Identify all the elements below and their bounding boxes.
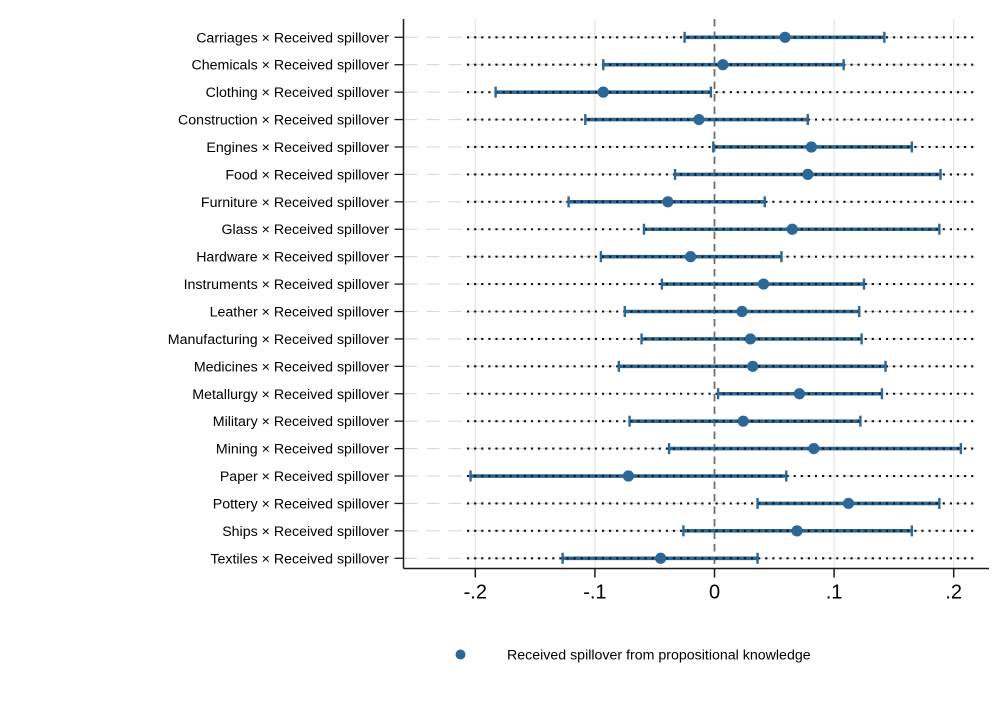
category-label: Instruments × Received spillover xyxy=(184,277,390,293)
category-label: Clothing × Received spillover xyxy=(206,85,390,101)
point-estimate-marker xyxy=(717,59,729,71)
point-estimate-marker xyxy=(747,360,759,372)
x-tick-label: 0 xyxy=(709,582,720,604)
point-estimate-marker xyxy=(744,333,756,345)
category-label: Paper × Received spillover xyxy=(220,469,389,485)
legend-marker-icon xyxy=(455,649,466,660)
x-tick-label: .1 xyxy=(826,582,843,604)
point-estimate-marker xyxy=(655,552,667,564)
point-estimate-marker xyxy=(805,141,817,153)
category-label: Furniture × Received spillover xyxy=(201,195,389,211)
category-label: Pottery × Received spillover xyxy=(213,496,390,512)
point-estimate-marker xyxy=(622,470,634,482)
category-label: Metallurgy × Received spillover xyxy=(192,387,389,403)
category-label: Medicines × Received spillover xyxy=(194,359,389,375)
legend: Received spillover from propositional kn… xyxy=(455,648,811,664)
category-label: Chemicals × Received spillover xyxy=(191,58,389,74)
category-label: Glass × Received spillover xyxy=(221,222,389,238)
category-label: Manufacturing × Received spillover xyxy=(168,332,389,348)
category-label: Hardware × Received spillover xyxy=(196,250,389,266)
category-label: Mining × Received spillover xyxy=(216,442,389,458)
point-estimate-marker xyxy=(736,305,748,318)
legend-label: Received spillover from propositional kn… xyxy=(507,648,811,664)
x-tick-label: .2 xyxy=(945,582,962,604)
point-estimate-marker xyxy=(693,113,705,126)
point-estimate-marker xyxy=(737,415,749,427)
point-estimate-marker xyxy=(786,223,798,235)
category-label: Food × Received spillover xyxy=(225,167,389,183)
category-label: Construction × Received spillover xyxy=(178,113,389,129)
category-label: Military × Received spillover xyxy=(213,414,389,430)
category-label: Carriages × Received spillover xyxy=(196,30,389,46)
point-estimate-marker xyxy=(793,388,806,400)
category-label: Ships × Received spillover xyxy=(222,524,389,540)
point-estimate-marker xyxy=(597,86,609,98)
point-estimate-marker xyxy=(842,497,855,510)
point-estimate-marker xyxy=(779,31,791,43)
category-label: Engines × Received spillover xyxy=(206,140,389,156)
category-label: Textiles × Received spillover xyxy=(210,551,389,567)
x-tick-label: -.2 xyxy=(464,582,487,604)
point-estimate-marker xyxy=(802,168,814,180)
point-estimate-marker xyxy=(791,525,803,537)
x-tick-label: -.1 xyxy=(583,582,606,604)
point-estimate-marker xyxy=(684,251,697,263)
plot-area: Carriages × Received spillover Chemicals … xyxy=(168,19,989,604)
point-estimate-marker xyxy=(757,278,770,290)
point-estimate-marker xyxy=(808,443,820,455)
point-estimate-marker xyxy=(662,196,674,208)
category-label: Leather × Received spillover xyxy=(210,305,390,321)
